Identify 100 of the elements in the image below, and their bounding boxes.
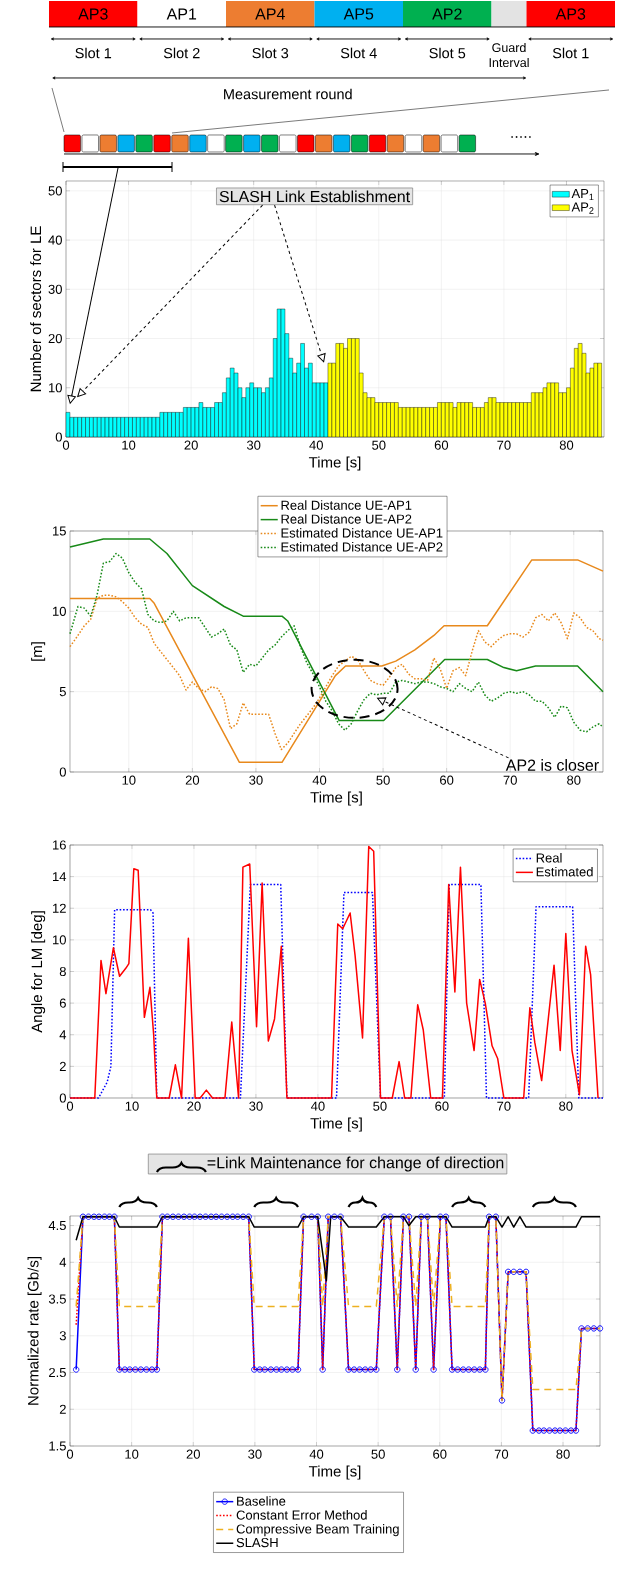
y-tick-label: 6 — [59, 998, 66, 1008]
bar — [147, 417, 153, 438]
x-tick-label: 60 — [434, 440, 449, 450]
bar — [456, 402, 462, 438]
bar — [108, 417, 114, 438]
x-tick-label: 80 — [559, 440, 574, 450]
bar — [523, 402, 528, 438]
bar — [335, 343, 340, 438]
y-tick-label: 20 — [48, 333, 62, 344]
bar — [319, 382, 325, 438]
x-tick-label: 60 — [435, 1101, 449, 1111]
y-tick-label: 2.5 — [49, 1367, 66, 1378]
legend-label: Compressive Beam Training — [236, 1524, 399, 1537]
x-tick-label: 30 — [249, 775, 263, 785]
y-axis-title: Normalized rate [Gb/s] — [27, 1257, 42, 1405]
legend-label: Estimated — [536, 866, 593, 877]
bar — [429, 407, 434, 438]
x-tick-label: 40 — [312, 775, 327, 785]
legend-label: Baseline — [237, 1496, 286, 1506]
bar — [386, 402, 391, 438]
bar — [120, 417, 125, 438]
legend-label: Real Distance UE-AP1 — [281, 500, 412, 510]
bar — [327, 362, 333, 438]
bar — [257, 387, 262, 438]
x-tick-label: 30 — [249, 1101, 263, 1111]
annotation: SLASH Link Establishment — [219, 190, 411, 203]
text: Slot 1 — [552, 47, 589, 59]
y-tick-label: 16 — [53, 840, 66, 850]
text: Slot 1 — [75, 47, 112, 59]
bar — [460, 402, 466, 438]
y-axis-title: Angle for LM [deg] — [31, 911, 46, 1033]
bar — [175, 412, 180, 438]
bar — [347, 338, 352, 438]
category-label: AP2 — [432, 8, 462, 20]
x-tick-label: 0 — [66, 1449, 74, 1459]
text: Slot 5 — [429, 47, 466, 59]
y-tick-label: 30 — [48, 284, 62, 294]
bar — [503, 402, 509, 438]
y-tick-label: 10 — [53, 935, 66, 945]
x-tick-label: 80 — [556, 1449, 570, 1459]
bar — [355, 338, 360, 438]
x-tick-label: 40 — [309, 1449, 324, 1459]
bar — [93, 417, 98, 438]
bar — [550, 382, 555, 438]
text: Guard Interval — [489, 42, 529, 68]
x-tick-label: 20 — [184, 440, 198, 450]
x-tick-label: 80 — [567, 775, 581, 785]
bar — [546, 382, 552, 438]
text: Slot 2 — [163, 47, 200, 59]
bar — [394, 402, 399, 438]
bar — [159, 412, 164, 438]
x-tick-label: 60 — [433, 1449, 447, 1459]
x-tick-label: 30 — [248, 1449, 262, 1459]
bar — [116, 417, 121, 438]
bar — [183, 407, 188, 438]
bar — [85, 417, 90, 438]
bar — [163, 412, 168, 438]
category-label: AP1 — [166, 8, 197, 20]
x-axis-title: Time [s] — [308, 456, 361, 471]
x-tick-label: 20 — [187, 1101, 201, 1111]
x-tick-label: 30 — [246, 440, 261, 450]
legend-label: AP$_{1}$ — [571, 189, 594, 201]
x-tick-label: 50 — [372, 440, 386, 450]
x-axis-title: Time [s] — [308, 1465, 361, 1480]
text: Measurement round — [224, 88, 352, 100]
bar — [339, 343, 344, 438]
x-tick-label: 50 — [373, 1101, 387, 1111]
legend-label: Real — [536, 852, 562, 863]
bar — [104, 417, 110, 438]
bar — [499, 402, 505, 438]
y-tick-label: 0 — [55, 432, 62, 442]
bar — [276, 308, 282, 438]
y-tick-label: 14 — [53, 872, 67, 882]
bar — [476, 407, 481, 438]
x-tick-label: 50 — [376, 775, 390, 785]
y-tick-label: 2 — [59, 1061, 66, 1071]
legend-label: AP$_{2}$ — [571, 202, 594, 214]
y-tick-label: 5 — [59, 687, 66, 697]
x-tick-label: 0 — [66, 1101, 74, 1111]
bar — [214, 402, 219, 438]
bar — [593, 362, 598, 438]
bar — [81, 417, 86, 438]
x-axis-title: Time [s] — [310, 1117, 362, 1132]
bar — [280, 308, 286, 438]
x-tick-label: 60 — [440, 775, 454, 785]
bar — [249, 382, 254, 438]
legend-label: SLASH — [236, 1537, 278, 1548]
bar — [425, 407, 430, 438]
bar — [151, 417, 157, 438]
category-label: AP3 — [78, 8, 108, 20]
bar — [378, 402, 383, 438]
bar — [531, 392, 536, 438]
bar — [89, 417, 94, 438]
bar — [167, 412, 172, 438]
y-tick-label: 40 — [48, 235, 62, 245]
bar — [464, 402, 469, 438]
y-axis-title: [m] — [31, 642, 46, 661]
x-axis-title: Time [s] — [310, 791, 362, 806]
y-tick-label: 0 — [59, 767, 66, 777]
bar — [488, 397, 493, 438]
